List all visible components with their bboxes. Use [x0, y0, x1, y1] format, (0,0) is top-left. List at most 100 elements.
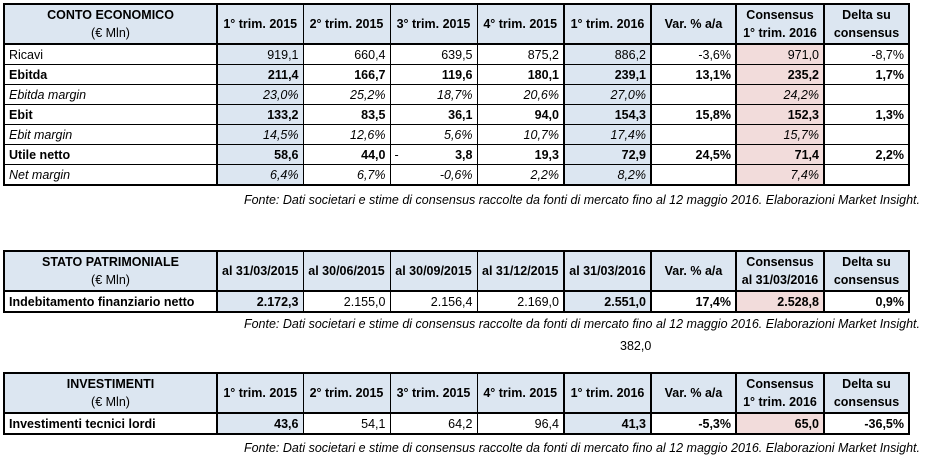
cell-value: 17,4% — [651, 291, 737, 313]
ce-col-header: 2° trim. 2015 — [303, 3, 391, 45]
cell-value: 886,2 — [564, 44, 652, 65]
cell-value: 875,2 — [477, 44, 565, 65]
cell-value: 1,3% — [824, 104, 910, 125]
row-label: Indebitamento finanziario netto — [3, 291, 218, 313]
ce-col-header: 1° trim. 2016 — [564, 3, 652, 45]
ce-consensus-header: Consensus 1° trim. 2016 — [736, 3, 825, 45]
table-row: Utile netto 58,6 44,0 - 3,8 19,3 72,9 24,… — [3, 144, 910, 165]
row-label: Ebit — [3, 104, 218, 125]
cell-value: 20,6% — [477, 84, 565, 105]
cell-value: 6,7% — [303, 164, 391, 186]
cell-value: 2,2% — [477, 164, 565, 186]
ce-title: CONTO ECONOMICO — [47, 8, 174, 22]
cell-value: 639,5 — [390, 44, 478, 65]
cell-value: 3,8 — [455, 147, 473, 162]
cell-value: 2.172,3 — [217, 291, 304, 313]
row-label: Utile netto — [3, 144, 218, 165]
row-label: Ricavi — [3, 44, 218, 65]
stato-patrimoniale-table: STATO PATRIMONIALE (€ Mln) al 31/03/2015… — [3, 250, 910, 313]
table-row: Indebitamento finanziario netto 2.172,3 … — [3, 291, 910, 313]
cell-value: 58,6 — [217, 144, 304, 165]
row-label: Ebitda — [3, 64, 218, 85]
ce-source-note: Fonte: Dati societari e stime di consens… — [243, 193, 920, 207]
inv-col-header: 4° trim. 2015 — [477, 372, 565, 414]
cell-value: 152,3 — [736, 104, 825, 125]
conto-economico-table: CONTO ECONOMICO (€ Mln) 1° trim. 2015 2°… — [3, 3, 910, 186]
table-row: Ricavi 919,1 660,4 639,5 875,2 886,2 -3,… — [3, 44, 910, 65]
sp-col-header: al 31/03/2016 — [564, 250, 652, 292]
cell-value: 65,0 — [736, 413, 825, 435]
row-label: Investimenti tecnici lordi — [3, 413, 218, 435]
sp-col-header: al 31/03/2015 — [217, 250, 304, 292]
sp-col-header: al 31/12/2015 — [477, 250, 565, 292]
ce-delta-header: Delta su consensus — [824, 3, 910, 45]
cell-value: 2,2% — [824, 144, 910, 165]
inv-col-header: 2° trim. 2015 — [303, 372, 391, 414]
sp-col-header: Var. % a/a — [651, 250, 737, 292]
cell-value: 96,4 — [477, 413, 565, 435]
cell-value — [824, 124, 910, 145]
investimenti-table: INVESTIMENTI (€ Mln) 1° trim. 2015 2° tr… — [3, 372, 910, 435]
row-label: Net margin — [3, 164, 218, 186]
cell-value — [651, 164, 737, 186]
cell-value — [824, 164, 910, 186]
ce-unit: (€ Mln) — [91, 26, 130, 40]
cell-value: -36,5% — [824, 413, 910, 435]
inv-col-header: Var. % a/a — [651, 372, 737, 414]
cell-value: 180,1 — [477, 64, 565, 85]
inv-delta-header: Delta su consensus — [824, 372, 910, 414]
row-label: Ebitda margin — [3, 84, 218, 105]
cell-value: -0,6% — [390, 164, 478, 186]
cell-value: 660,4 — [303, 44, 391, 65]
table-row: Investimenti tecnici lordi 43,6 54,1 64,… — [3, 413, 910, 435]
cell-value: 27,0% — [564, 84, 652, 105]
sp-consensus-header: Consensus al 31/03/2016 — [736, 250, 825, 292]
cell-value: 8,2% — [564, 164, 652, 186]
cell-value: 1,7% — [824, 64, 910, 85]
loose-value: 382,0 — [620, 339, 652, 353]
cell-value: 54,1 — [303, 413, 391, 435]
ce-col-header: 3° trim. 2015 — [390, 3, 478, 45]
cell-value: -3,6% — [651, 44, 737, 65]
inv-source-note: Fonte: Dati societari e stime di consens… — [243, 441, 920, 455]
table-row: Ebitda margin 23,0% 25,2% 18,7% 20,6% 27… — [3, 84, 910, 105]
cell-value: 44,0 — [303, 144, 391, 165]
sp-unit: (€ Mln) — [91, 273, 130, 287]
cell-value: 24,2% — [736, 84, 825, 105]
cell-value: 18,7% — [390, 84, 478, 105]
cell-value: 119,6 — [390, 64, 478, 85]
cell-value: 15,8% — [651, 104, 737, 125]
sp-title-cell: STATO PATRIMONIALE (€ Mln) — [3, 250, 218, 292]
cell-value: 72,9 — [564, 144, 652, 165]
cell-value: 64,2 — [390, 413, 478, 435]
cell-value: 6,4% — [217, 164, 304, 186]
cell-value: 971,0 — [736, 44, 825, 65]
cell-value-with-dash: - 3,8 — [390, 144, 478, 165]
cell-value: 71,4 — [736, 144, 825, 165]
cell-value: 2.155,0 — [303, 291, 391, 313]
inv-title: INVESTIMENTI — [66, 377, 155, 391]
sp-title: STATO PATRIMONIALE — [41, 255, 180, 269]
cell-value: 133,2 — [217, 104, 304, 125]
cell-value: 154,3 — [564, 104, 652, 125]
cell-value: -8,7% — [824, 44, 910, 65]
cell-value: 7,4% — [736, 164, 825, 186]
ce-col-header: 4° trim. 2015 — [477, 3, 565, 45]
cell-value: 0,9% — [824, 291, 910, 313]
cell-value: 12,6% — [303, 124, 391, 145]
cell-value: 2.156,4 — [390, 291, 478, 313]
cell-value — [824, 84, 910, 105]
cell-value: 23,0% — [217, 84, 304, 105]
cell-value: 24,5% — [651, 144, 737, 165]
sp-col-header: al 30/09/2015 — [390, 250, 478, 292]
sp-col-header: al 30/06/2015 — [303, 250, 391, 292]
cell-value: 43,6 — [217, 413, 304, 435]
cell-value: 211,4 — [217, 64, 304, 85]
cell-value: 5,6% — [390, 124, 478, 145]
cell-value: 2.551,0 — [564, 291, 652, 313]
row-label: Ebit margin — [3, 124, 218, 145]
inv-col-header: 1° trim. 2016 — [564, 372, 652, 414]
cell-value: 239,1 — [564, 64, 652, 85]
cell-value: 919,1 — [217, 44, 304, 65]
inv-col-header: 3° trim. 2015 — [390, 372, 478, 414]
